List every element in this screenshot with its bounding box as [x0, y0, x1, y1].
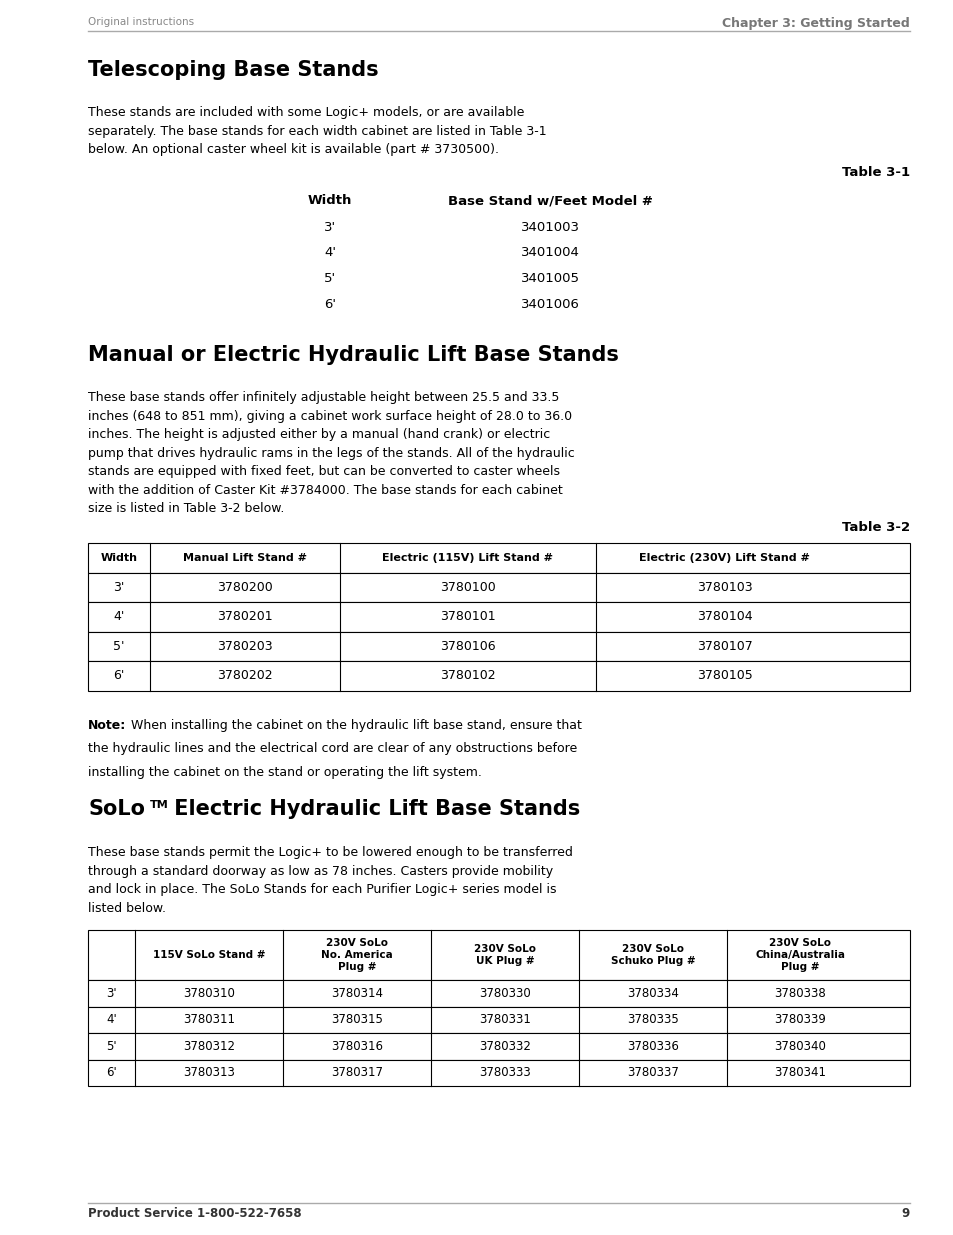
Text: 3780101: 3780101 [439, 610, 496, 624]
Text: These base stands offer infinitely adjustable height between 25.5 and 33.5
inche: These base stands offer infinitely adjus… [88, 391, 574, 515]
Text: 3780317: 3780317 [331, 1066, 382, 1079]
Text: 3780314: 3780314 [331, 987, 382, 1000]
Text: 3780107: 3780107 [696, 640, 752, 653]
Text: Manual Lift Stand #: Manual Lift Stand # [183, 553, 307, 563]
Bar [88, 661, 909, 690]
Text: 3780310: 3780310 [183, 987, 234, 1000]
Text: 3780338: 3780338 [773, 987, 825, 1000]
Text: 3780332: 3780332 [478, 1040, 531, 1052]
Text: 6': 6' [324, 298, 335, 310]
Bar [88, 1032, 909, 1060]
Text: Original instructions: Original instructions [88, 17, 193, 27]
Text: These base stands permit the Logic+ to be lowered enough to be transferred
throu: These base stands permit the Logic+ to b… [88, 846, 572, 914]
Text: 3780340: 3780340 [773, 1040, 825, 1052]
Text: 6': 6' [113, 669, 125, 682]
Text: 3780333: 3780333 [478, 1066, 530, 1079]
Text: 3780203: 3780203 [217, 640, 273, 653]
Text: Electric Hydraulic Lift Base Stands: Electric Hydraulic Lift Base Stands [167, 799, 579, 819]
Text: 3780311: 3780311 [183, 1013, 234, 1026]
Text: These stands are included with some Logic+ models, or are available
separately. : These stands are included with some Logi… [88, 106, 546, 156]
Text: 3780313: 3780313 [183, 1066, 234, 1079]
Text: 230V SoLo
Schuko Plug #: 230V SoLo Schuko Plug # [610, 944, 695, 966]
Bar [88, 601, 909, 631]
Text: 3780335: 3780335 [626, 1013, 679, 1026]
Text: 3780331: 3780331 [478, 1013, 531, 1026]
Text: 230V SoLo
UK Plug #: 230V SoLo UK Plug # [474, 944, 536, 966]
Text: 115V SoLo Stand #: 115V SoLo Stand # [152, 950, 265, 960]
Bar [88, 631, 909, 661]
Text: SoLo: SoLo [88, 799, 145, 819]
Text: 3780106: 3780106 [439, 640, 496, 653]
Text: 3780103: 3780103 [696, 580, 752, 594]
Text: When installing the cabinet on the hydraulic lift base stand, ensure that: When installing the cabinet on the hydra… [127, 719, 580, 731]
Text: 230V SoLo
No. America
Plug #: 230V SoLo No. America Plug # [321, 937, 393, 972]
Text: Base Stand w/Feet Model #: Base Stand w/Feet Model # [447, 194, 652, 207]
Text: 5': 5' [324, 272, 335, 285]
Text: 6': 6' [106, 1066, 117, 1079]
Text: Electric (230V) Lift Stand #: Electric (230V) Lift Stand # [639, 553, 809, 563]
Text: 3780105: 3780105 [696, 669, 752, 682]
Text: 3780341: 3780341 [773, 1066, 825, 1079]
Text: 3780315: 3780315 [331, 1013, 382, 1026]
Text: 3780202: 3780202 [217, 669, 273, 682]
Text: installing the cabinet on the stand or operating the lift system.: installing the cabinet on the stand or o… [88, 766, 481, 778]
Bar [88, 1007, 909, 1032]
Text: 3401003: 3401003 [520, 221, 578, 233]
Text: 3780336: 3780336 [626, 1040, 679, 1052]
Text: 3780102: 3780102 [439, 669, 496, 682]
Text: Width: Width [100, 553, 137, 563]
Text: Telescoping Base Stands: Telescoping Base Stands [88, 61, 378, 80]
Text: the hydraulic lines and the electrical cord are clear of any obstructions before: the hydraulic lines and the electrical c… [88, 742, 577, 755]
Text: Chapter 3: Getting Started: Chapter 3: Getting Started [721, 17, 909, 30]
Text: 3401006: 3401006 [520, 298, 578, 310]
Text: 5': 5' [113, 640, 125, 653]
Text: 3780100: 3780100 [439, 580, 496, 594]
Text: 3780200: 3780200 [217, 580, 273, 594]
Text: 3': 3' [106, 987, 116, 1000]
Bar [88, 543, 909, 573]
Text: 3780339: 3780339 [773, 1013, 825, 1026]
Text: Note:: Note: [88, 719, 126, 731]
Text: 3': 3' [113, 580, 125, 594]
Text: 3401005: 3401005 [520, 272, 578, 285]
Text: TM: TM [150, 800, 169, 810]
Text: 3': 3' [324, 221, 335, 233]
Bar [88, 981, 909, 1007]
Text: 4': 4' [106, 1013, 117, 1026]
Text: 3780201: 3780201 [217, 610, 273, 624]
Text: Table 3-2: Table 3-2 [841, 521, 909, 534]
Text: 3780104: 3780104 [696, 610, 752, 624]
Text: 3401004: 3401004 [520, 247, 578, 259]
Text: 3780330: 3780330 [478, 987, 530, 1000]
Text: 9: 9 [901, 1207, 909, 1220]
Text: 3780337: 3780337 [626, 1066, 679, 1079]
Text: 4': 4' [113, 610, 125, 624]
Text: 3780312: 3780312 [183, 1040, 234, 1052]
Text: 3780334: 3780334 [626, 987, 679, 1000]
Text: Table 3-1: Table 3-1 [841, 165, 909, 179]
Text: Electric (115V) Lift Stand #: Electric (115V) Lift Stand # [382, 553, 553, 563]
Text: Manual or Electric Hydraulic Lift Base Stands: Manual or Electric Hydraulic Lift Base S… [88, 345, 618, 366]
Text: Width: Width [308, 194, 352, 207]
Text: 3780316: 3780316 [331, 1040, 382, 1052]
Text: Product Service 1-800-522-7658: Product Service 1-800-522-7658 [88, 1207, 301, 1220]
Text: 5': 5' [106, 1040, 116, 1052]
Text: 230V SoLo
China/Australia
Plug #: 230V SoLo China/Australia Plug # [754, 937, 844, 972]
Text: 4': 4' [324, 247, 335, 259]
Bar [88, 930, 909, 981]
Bar [88, 573, 909, 601]
Bar [88, 1060, 909, 1086]
